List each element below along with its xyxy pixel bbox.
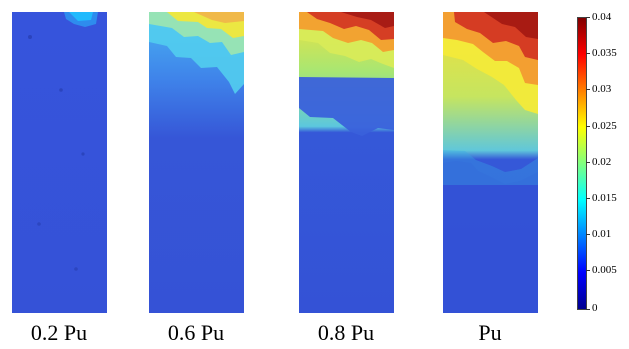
colorbar-label-0-005: 0.005 [592,264,617,276]
colorbar-tick-0-03 [586,89,590,90]
colorbar-tick-0-005 [586,270,590,271]
colorbar-tick-0-025 [586,126,590,127]
colorbar-label-0-04: 0.04 [592,11,612,23]
colorbar-label-0-01: 0.01 [592,228,612,240]
strain-map-panel-0-2pu [12,12,107,313]
strain-map-panel-pu [443,12,538,313]
colorbar-tick-0 [586,309,590,310]
panel-label-pu: Pu [478,320,502,345]
colorbar-tick-0-015 [586,198,590,199]
strain-map-pu-graphic [443,12,538,313]
colorbar-label-0-035: 0.035 [592,47,617,59]
strain-map-0-2pu-graphic [12,12,107,313]
colorbar-label-0-03: 0.03 [592,83,612,95]
colorbar [577,17,587,310]
colorbar-tick-0-035 [586,53,590,54]
strain-map-panel-0-6pu [149,12,244,313]
strain-map-0-6pu-graphic [149,12,244,313]
colorbar-label-0-025: 0.025 [592,120,617,132]
strain-map-panel-0-8pu [299,12,394,313]
colorbar-label-0-02: 0.02 [592,156,612,168]
colorbar-label-0: 0 [592,302,598,314]
strain-map-0-8pu-graphic [299,12,394,313]
panel-label-0-2pu: 0.2 Pu [30,320,88,345]
colorbar-tick-0-02 [586,162,590,163]
colorbar-tick-0-01 [586,234,590,235]
panel-label-0-6pu: 0.6 Pu [167,320,225,345]
colorbar-tick-0-04 [586,17,590,18]
colorbar-label-0-015: 0.015 [592,192,617,204]
panel-label-0-8pu: 0.8 Pu [317,320,375,345]
